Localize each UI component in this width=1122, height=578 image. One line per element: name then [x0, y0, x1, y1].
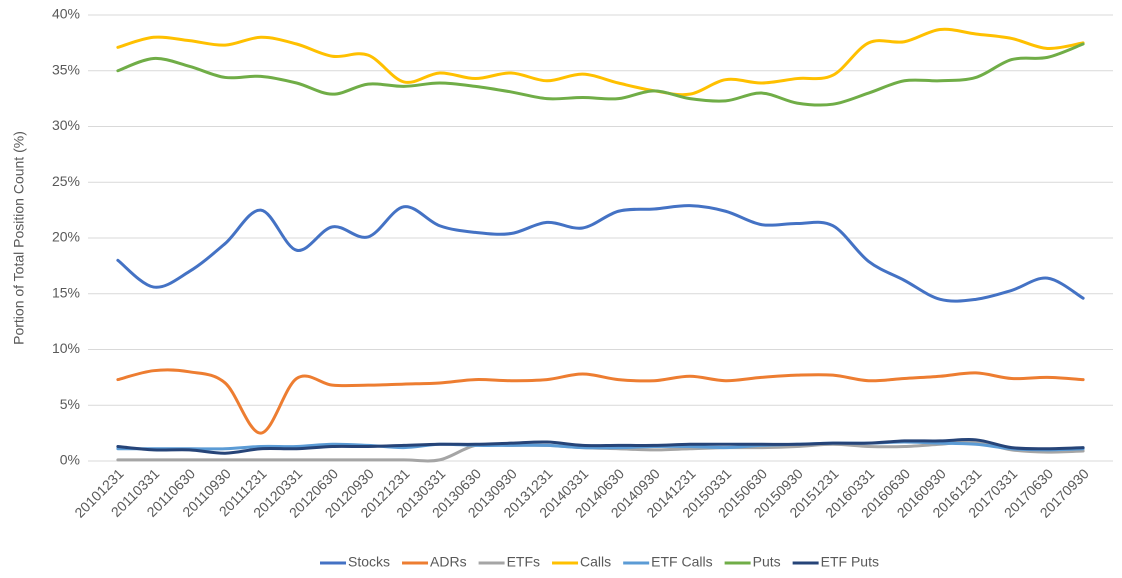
y-tick-label: 40% [52, 6, 80, 22]
legend-label: Puts [753, 554, 781, 570]
series-line [116, 440, 1085, 452]
y-tick-label: 10% [52, 340, 80, 356]
y-tick-label: 35% [52, 61, 80, 77]
series-line [116, 368, 1085, 435]
legend-label: ADRs [430, 554, 467, 570]
y-tick-label: 20% [52, 229, 80, 245]
legend-label: ETFs [507, 554, 540, 570]
series-line [116, 42, 1085, 107]
series-line [116, 27, 1085, 97]
y-tick-label: 5% [60, 396, 80, 412]
series-line [116, 437, 1085, 455]
legend-label: Stocks [348, 554, 390, 570]
y-axis-label: Portion of Total Position Count (%) [11, 131, 27, 345]
y-tick-label: 15% [52, 284, 80, 300]
y-tick-label: 0% [60, 452, 80, 468]
y-tick-label: 30% [52, 117, 80, 133]
y-tick-label: 25% [52, 173, 80, 189]
legend-label: ETF Puts [821, 554, 879, 570]
legend-label: Calls [580, 554, 611, 570]
series-line [116, 204, 1085, 303]
legend-label: ETF Calls [651, 554, 712, 570]
